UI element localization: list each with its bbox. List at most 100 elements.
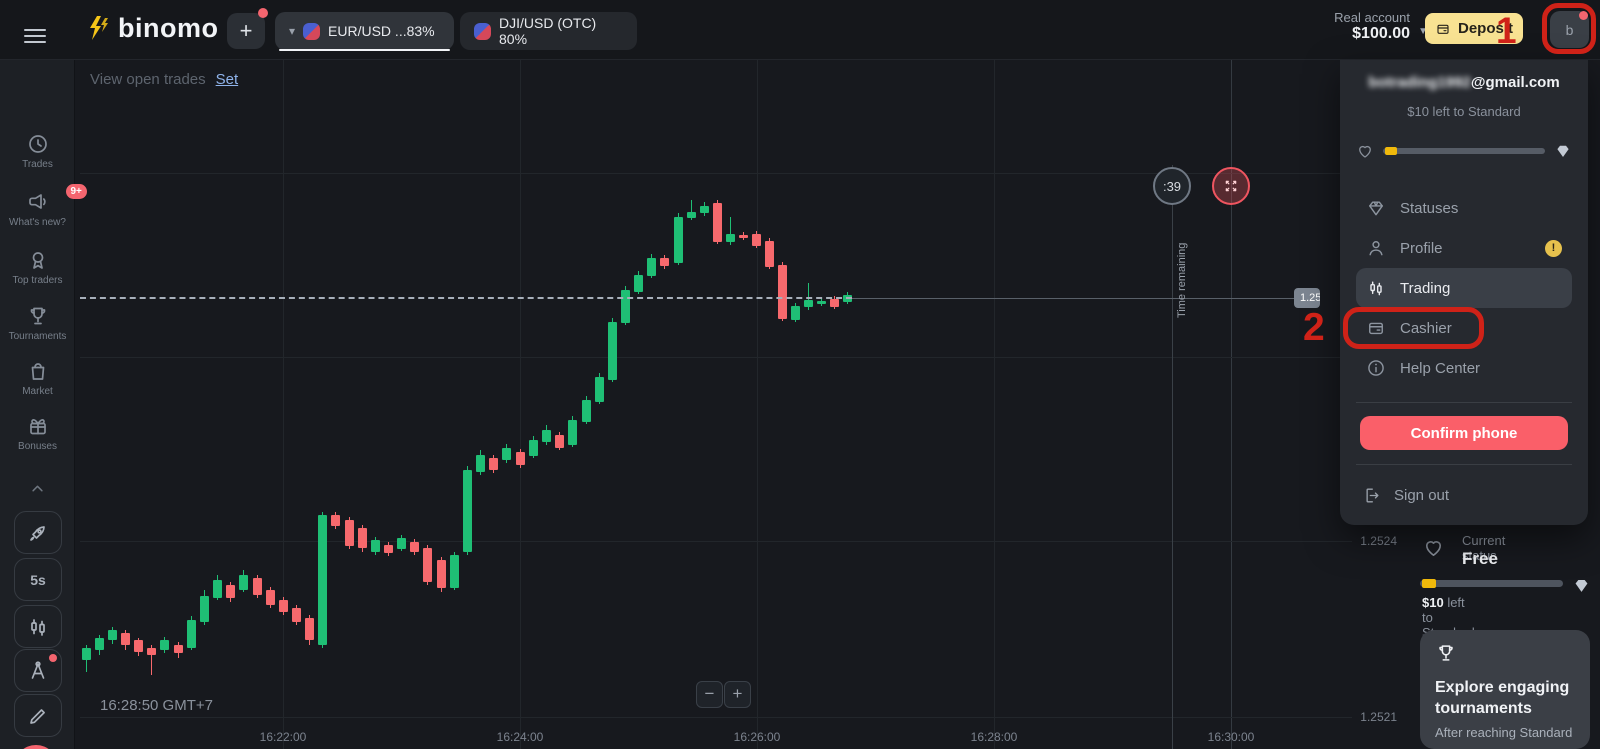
sidebar-item-tournaments[interactable]: Tournaments — [0, 304, 75, 360]
menu-item-label: Cashier — [1400, 319, 1452, 337]
help-button[interactable]: ? — [14, 745, 58, 749]
account-type-label: Real account — [1334, 10, 1410, 25]
candle — [713, 203, 722, 242]
collapse-chevron-up-icon[interactable] — [27, 478, 48, 499]
zoom-out-button[interactable]: − — [696, 681, 723, 708]
candle — [830, 299, 839, 307]
divider — [1356, 402, 1572, 403]
menu-item-label: Profile — [1400, 239, 1443, 257]
gift-icon — [26, 414, 50, 438]
hamburger-menu-icon[interactable] — [24, 29, 46, 44]
progress-fill — [1385, 147, 1397, 155]
vertical-gridline — [757, 60, 758, 749]
candle — [279, 600, 288, 612]
candle — [384, 545, 393, 553]
gem-icon — [1554, 142, 1572, 160]
sidebar-item-label: Top traders — [12, 275, 63, 286]
candle — [121, 633, 130, 645]
time-axis-label: 16:22:00 — [259, 730, 307, 744]
candle-wick — [691, 200, 692, 220]
notification-dot — [258, 8, 268, 18]
menu-item-profile[interactable]: Profile! — [1356, 228, 1572, 268]
candle — [660, 258, 669, 266]
arrows-out-icon — [1222, 177, 1240, 195]
annotation-avatar-circle — [1542, 3, 1596, 54]
candle — [516, 452, 525, 465]
zoom-in-button[interactable]: + — [724, 681, 751, 708]
confirm-phone-button[interactable]: Confirm phone — [1360, 416, 1568, 450]
candle — [358, 528, 367, 548]
menu-item-trading[interactable]: Trading — [1356, 268, 1572, 308]
menu-item-help-center[interactable]: Help Center — [1356, 348, 1572, 388]
horizontal-gridline — [80, 357, 1352, 358]
candle — [647, 258, 656, 276]
deposit-button[interactable]: Deposit — [1425, 13, 1523, 44]
chevron-down-icon[interactable]: ▼ — [1418, 26, 1428, 37]
candle — [266, 590, 275, 605]
candle — [226, 585, 235, 598]
person-icon — [1366, 238, 1386, 258]
chart-type-button[interactable] — [14, 605, 62, 648]
tournament-caption: After reaching Standard — [1435, 725, 1573, 740]
tournament-card[interactable]: Explore engaging tournaments After reachi… — [1420, 630, 1590, 749]
vertical-gridline — [994, 60, 995, 749]
status-progress-row — [1356, 142, 1572, 160]
candle — [804, 300, 813, 307]
chevron-up-icon — [27, 478, 48, 499]
candle — [752, 234, 761, 246]
sidebar-item-label: Trades — [22, 159, 53, 170]
asset-tab-label: EUR/USD ...83% — [328, 23, 435, 39]
candle — [529, 440, 538, 456]
candle — [292, 608, 301, 622]
expiry-marker[interactable] — [1212, 167, 1250, 205]
chevron-down-icon[interactable]: ▾ — [289, 24, 296, 38]
menu-item-cashier[interactable]: Cashier — [1356, 308, 1572, 348]
sidebar-item-market[interactable]: Market — [0, 359, 75, 415]
menu-item-statuses[interactable]: Statuses — [1356, 188, 1572, 228]
rocket-icon — [26, 521, 50, 545]
candle — [739, 235, 748, 238]
sidebar-item-bonuses[interactable]: Bonuses — [0, 414, 75, 470]
asset-tab-2[interactable]: DJI/USD (OTC) 80% — [460, 12, 637, 50]
asset-flag-icon — [303, 22, 321, 40]
candle — [674, 217, 683, 263]
add-asset-button[interactable]: + — [227, 13, 265, 49]
candle — [595, 377, 604, 402]
candle — [582, 400, 591, 422]
heart-icon — [1356, 142, 1374, 160]
sidebar-item-what-s-new[interactable]: 9+ What's new? — [0, 184, 87, 246]
candle — [634, 275, 643, 292]
annotation-step-1: 1 — [1496, 10, 1517, 51]
indicators-button[interactable] — [14, 649, 62, 692]
menu-item-label: Trading — [1400, 279, 1451, 297]
candle — [687, 212, 696, 218]
sidebar-item-top-traders[interactable]: Top traders — [0, 248, 75, 304]
horizontal-gridline — [80, 173, 1352, 174]
tournament-title: Explore engaging tournaments — [1435, 679, 1570, 717]
duration-5s-button[interactable]: 5s — [14, 558, 62, 601]
binomo-logo[interactable]: binomo — [88, 13, 218, 44]
asset-tab-1[interactable]: ▾ EUR/USD ...83% — [275, 12, 454, 51]
candles-icon — [26, 615, 50, 639]
trade-timer-badge: :39 — [1153, 167, 1191, 205]
sign-out-button[interactable]: Sign out — [1356, 479, 1572, 511]
clock-icon — [26, 132, 50, 156]
account-selector[interactable]: Real account $100.00 — [1334, 10, 1410, 43]
drawing-tool-button[interactable] — [14, 694, 62, 737]
set-link[interactable]: Set — [215, 71, 239, 88]
time-remaining-label: Time remaining — [1176, 242, 1188, 318]
candle — [200, 596, 209, 622]
candle — [463, 470, 472, 552]
annotation-step-2: 2 — [1303, 306, 1325, 349]
tool-notification-dot — [49, 654, 57, 662]
candle — [817, 301, 826, 304]
account-menu-list: Statuses Profile! Trading Cashier Help Cente… — [1356, 188, 1572, 388]
candle — [555, 435, 564, 448]
progress-caption: $10 left to Standard — [1407, 104, 1521, 119]
candle — [765, 241, 774, 267]
candle — [305, 618, 314, 640]
sidebar-item-trades[interactable]: Trades — [0, 132, 75, 188]
rocket-tool-button[interactable] — [14, 511, 62, 554]
status-progress-fill — [1422, 579, 1436, 588]
